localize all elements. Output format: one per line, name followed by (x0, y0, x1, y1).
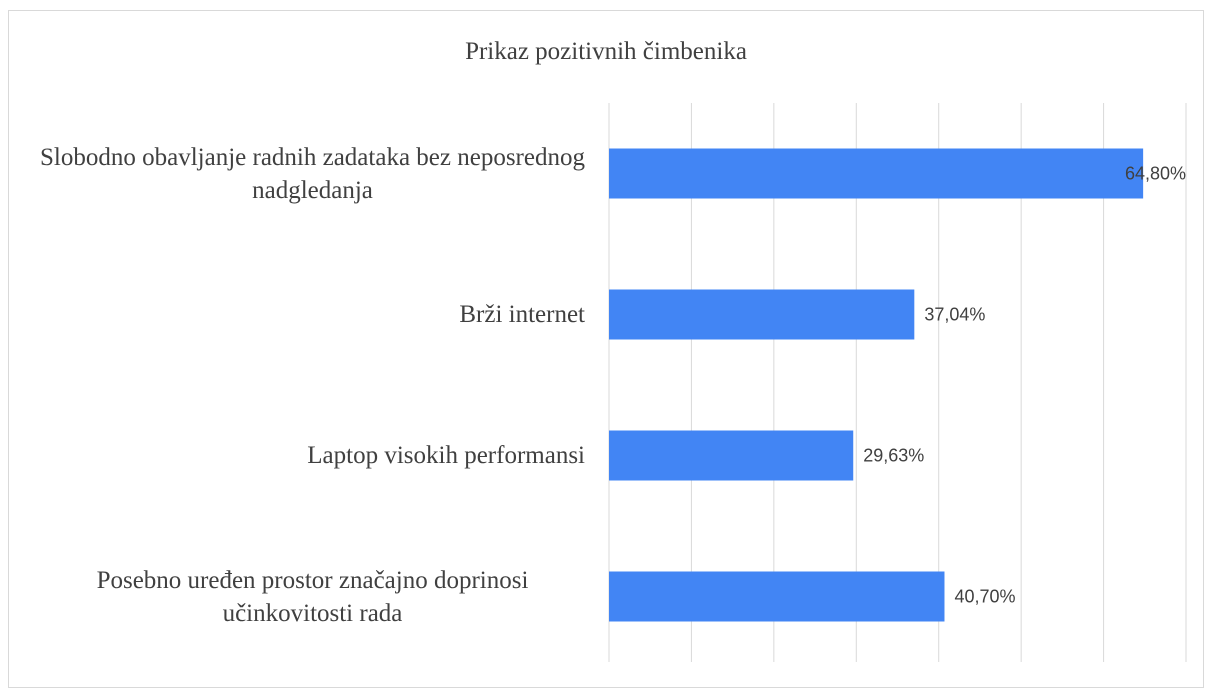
bar (609, 148, 1144, 199)
y-tick-label: Posebno uređen prostor značajno doprinos… (96, 566, 529, 627)
bar (609, 571, 945, 622)
y-tick-label: Slobodno obavljanje radnih zadataka bez … (40, 143, 585, 204)
category-label-box: Laptop visokih performansi (20, 406, 585, 506)
category-label-box: Posebno uređen prostor značajno doprinos… (20, 547, 585, 647)
data-label: 37,04% (924, 304, 985, 324)
chart-border (8, 10, 1204, 688)
y-tick-label: Brži internet (459, 301, 585, 328)
category-label-box: Brži internet (20, 265, 585, 365)
bar (609, 289, 915, 340)
data-label: 64,80% (1125, 163, 1186, 183)
data-label: 40,70% (954, 586, 1015, 606)
bar (609, 430, 854, 481)
y-tick-label: Laptop visokih performansi (307, 442, 585, 469)
category-label-box: Slobodno obavljanje radnih zadataka bez … (20, 124, 585, 224)
data-label: 29,63% (863, 445, 924, 465)
chart-title: Prikaz pozitivnih čimbenika (465, 38, 747, 65)
